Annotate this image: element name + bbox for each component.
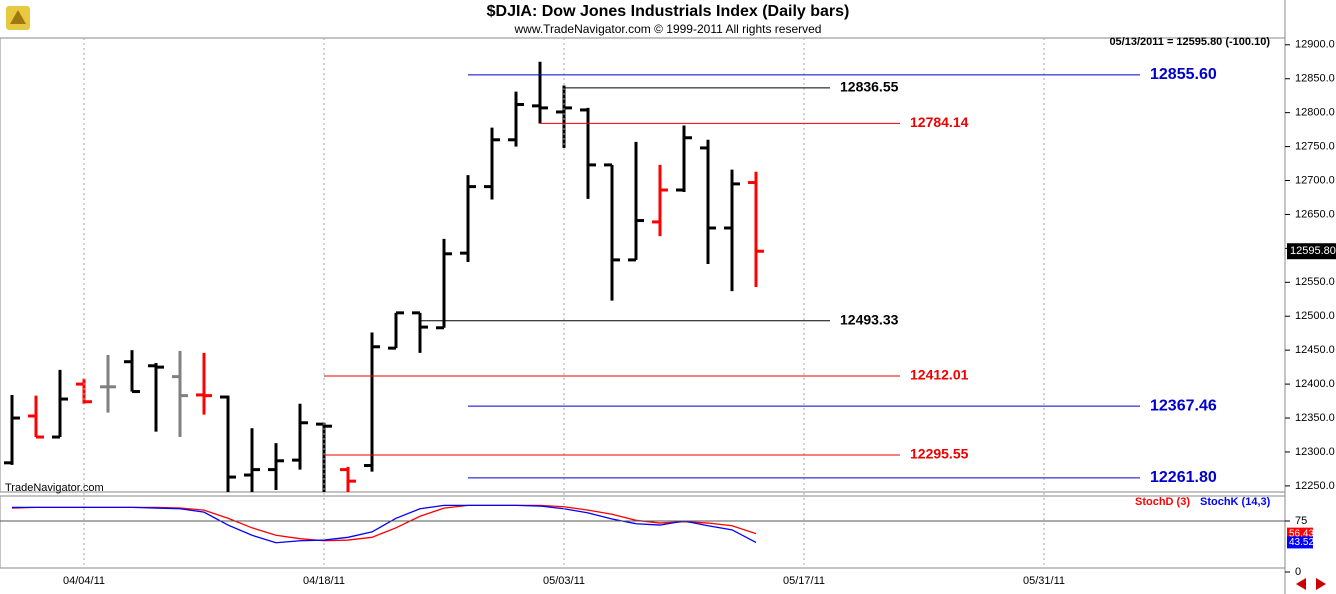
y-tick-label: 12850.0 — [1295, 73, 1335, 85]
level-label: 12493.33 — [840, 311, 899, 327]
y-tick-label: 0 — [1295, 566, 1301, 578]
legend-entry: StochD (3) — [1135, 496, 1190, 508]
level-label: 12855.60 — [1150, 66, 1217, 83]
x-tick-label: 04/04/11 — [63, 575, 105, 587]
y-tick-label: 12550.0 — [1295, 276, 1335, 288]
level-label: 12412.01 — [910, 367, 969, 383]
level-label: 12367.46 — [1150, 397, 1217, 414]
stoch-plot — [11, 504, 757, 544]
chart-title: $DJIA: Dow Jones Industrials Index (Dail… — [487, 3, 850, 20]
price-plot — [4, 61, 764, 492]
y-tick-label: 12700.0 — [1295, 174, 1335, 186]
level-label: 12836.55 — [840, 79, 899, 95]
last-value-label: 43.52 — [1289, 537, 1314, 548]
y-tick-label: 12300.0 — [1295, 446, 1335, 458]
x-tick-label: 05/17/11 — [783, 575, 825, 587]
y-tick-label: 12400.0 — [1295, 378, 1335, 390]
y-tick-label: 75 — [1295, 515, 1307, 527]
level-label: 12784.14 — [910, 114, 969, 130]
y-tick-label: 12750.0 — [1295, 140, 1335, 152]
level-label: 12261.80 — [1150, 469, 1217, 486]
watermark: TradeNavigator.com — [5, 482, 104, 494]
level-label: 12295.55 — [910, 446, 969, 462]
y-tick-label: 12350.0 — [1295, 412, 1335, 424]
last-price-box — [1287, 243, 1336, 260]
y-tick-label: 12250.0 — [1295, 480, 1335, 492]
quote-line: 05/13/2011 = 12595.80 (-100.10) — [1109, 36, 1270, 48]
y-tick-label: 12450.0 — [1295, 344, 1335, 356]
y-tick-label: 12650.0 — [1295, 208, 1335, 220]
last-value-label: 56.43 — [1289, 528, 1314, 539]
x-tick-label: 04/18/11 — [303, 575, 345, 587]
last-value-box — [1287, 536, 1313, 549]
x-tick-label: 05/03/11 — [543, 575, 585, 587]
x-tick-label: 05/31/11 — [1023, 575, 1065, 587]
last-price-label: 12595.80 — [1290, 245, 1336, 257]
y-tick-label: 12900.0 — [1295, 39, 1335, 51]
y-tick-label: 12500.0 — [1295, 310, 1335, 322]
chart-subtitle: www.TradeNavigator.com © 1999-2011 All r… — [514, 22, 822, 36]
y-tick-label: 12800.0 — [1295, 107, 1335, 119]
legend-entry: StochK (14,3) — [1200, 496, 1271, 508]
stoch-line — [12, 504, 757, 544]
logo — [6, 6, 30, 30]
scroll-arrows[interactable] — [1296, 578, 1326, 590]
